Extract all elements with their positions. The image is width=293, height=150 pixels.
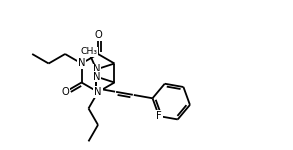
Text: CH₃: CH₃: [81, 47, 98, 56]
Text: F: F: [156, 111, 162, 121]
Text: N: N: [93, 64, 100, 74]
Text: O: O: [94, 30, 102, 40]
Text: N: N: [93, 72, 100, 82]
Text: N: N: [78, 58, 85, 69]
Text: N: N: [94, 87, 102, 97]
Text: O: O: [61, 87, 69, 97]
